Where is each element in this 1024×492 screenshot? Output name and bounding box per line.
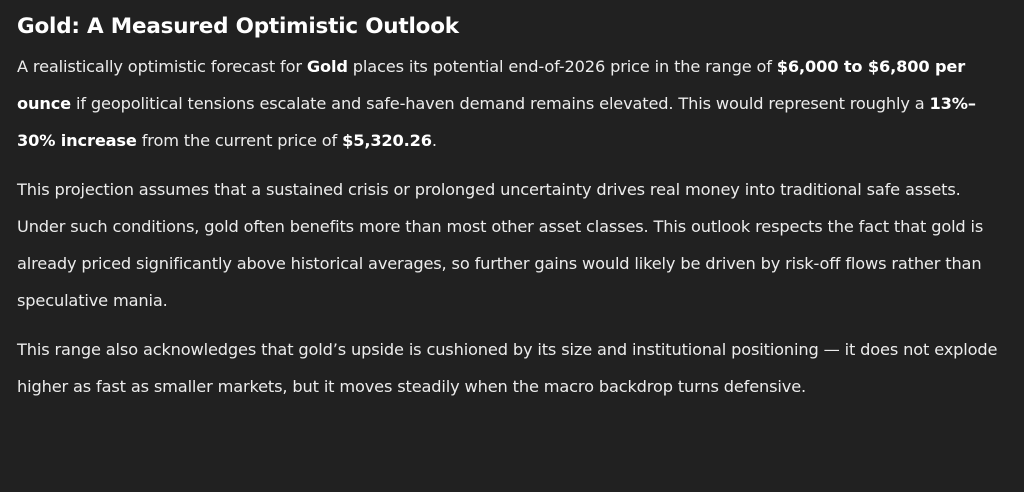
- bold-current-price: $5,320.26: [342, 131, 432, 150]
- text-run: if geopolitical tensions escalate and sa…: [71, 94, 930, 113]
- range-paragraph: This range also acknowledges that gold’s…: [17, 340, 998, 396]
- forecast-paragraph: A realistically optimistic forecast for …: [17, 48, 1008, 159]
- text-run: .: [431, 131, 437, 150]
- text-run: from the current price of: [136, 131, 343, 150]
- assumptions-paragraph: This projection assumes that a sustained…: [17, 180, 984, 310]
- bold-percent-increase: 13%–30% increase: [17, 94, 976, 150]
- text-run: places its potential end-of-2026 price i…: [347, 57, 777, 76]
- section-heading: Gold: A Measured Optimistic Outlook: [17, 14, 459, 39]
- text-run: A realistically optimistic forecast for: [17, 57, 307, 76]
- bold-asset-name: Gold: [306, 57, 348, 76]
- bold-price-range: $6,000 to $6,800 per ounce: [17, 57, 966, 113]
